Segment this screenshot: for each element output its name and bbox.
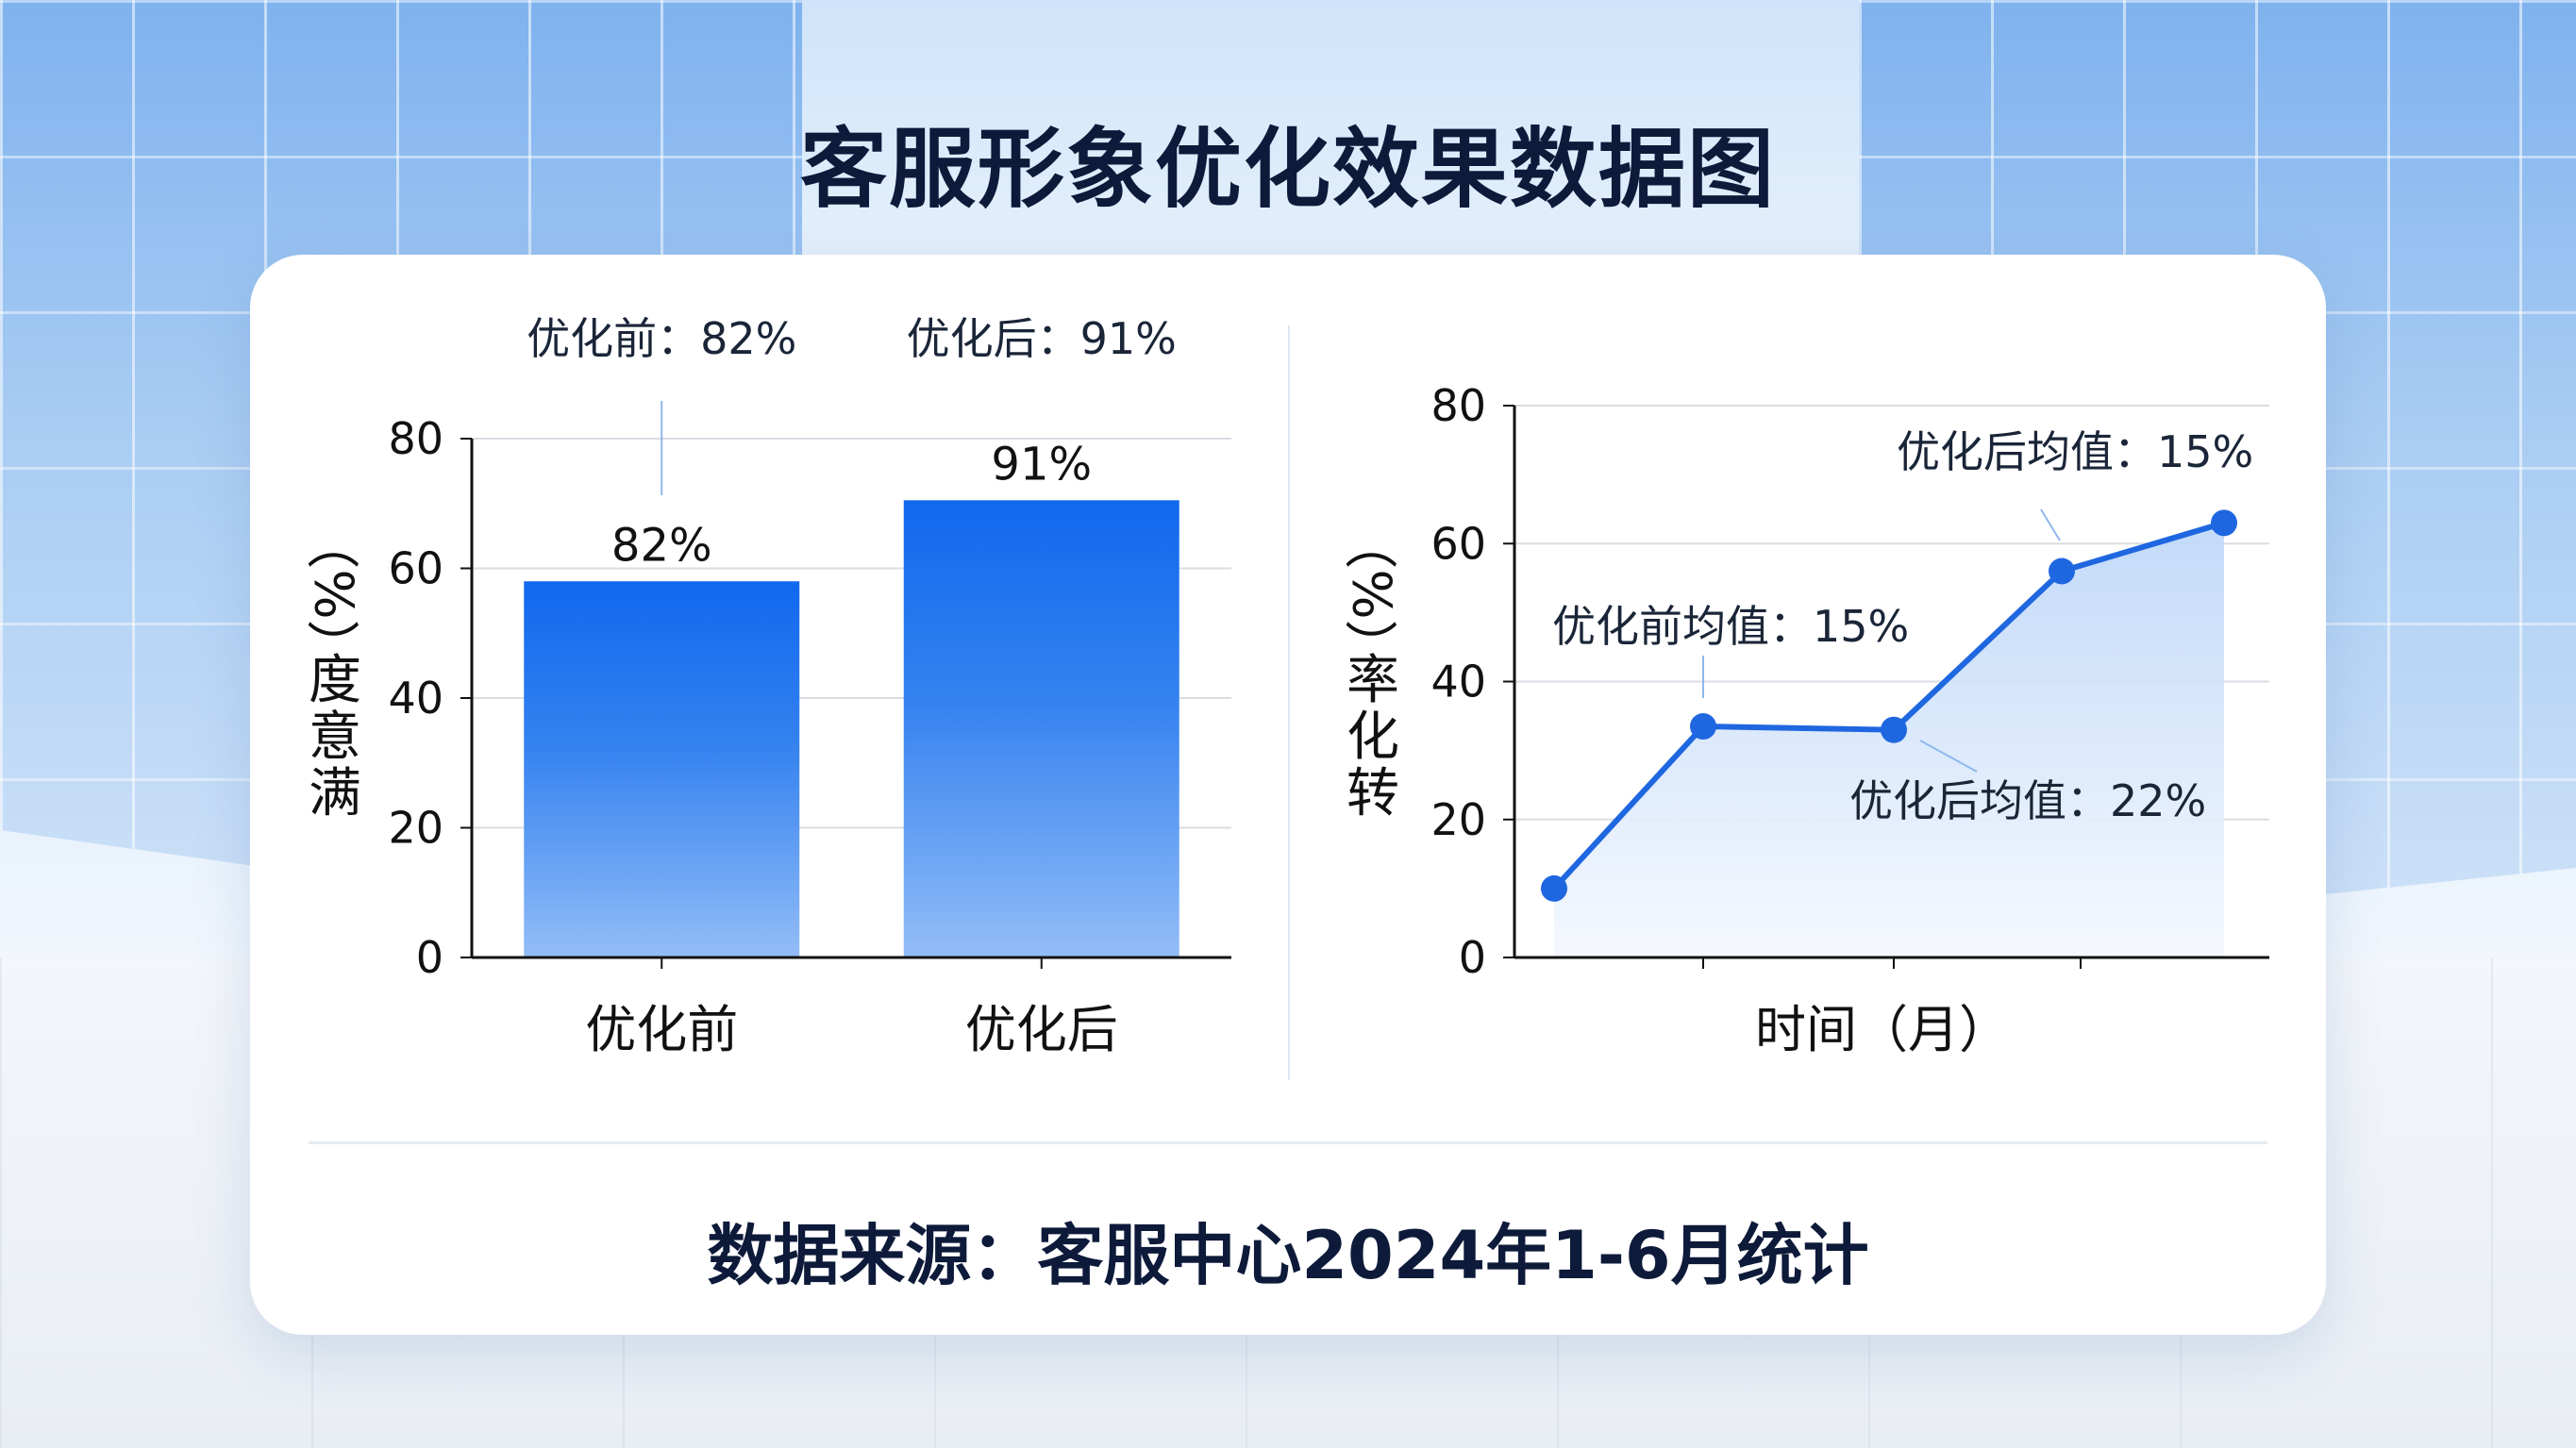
data-point (1690, 713, 1716, 741)
chart-card: 0 20 40 60 80 82% 优化前 优化前：82% 91% 优化后 优化后：91% 满意度（%… (250, 255, 2326, 1335)
svg-text:化: 化 (1347, 707, 1399, 768)
annotation-leader (2040, 508, 2061, 541)
bar (903, 500, 1179, 957)
bar-annotation: 优化后：91% (907, 313, 1177, 364)
y-axis-title: 转化率（%） (1344, 516, 1405, 824)
y-tick-label: 0 (1459, 932, 1486, 983)
line-annotation: 优化前均值：15% (1552, 601, 1909, 652)
line-annotation: 优化后均值：22% (1849, 775, 2206, 826)
bar-value-label: 91% (991, 438, 1092, 491)
bar-chart-satisfaction: 0 20 40 60 80 82% 优化前 优化前：82% 91% 优化后 优化后：91% 满意度（%… (306, 313, 1231, 1059)
y-tick-label: 0 (416, 932, 443, 983)
y-tick-label: 20 (1430, 794, 1486, 845)
svg-text:满: 满 (309, 763, 361, 824)
x-category-label: 优化前 (585, 1000, 738, 1059)
y-tick-label: 20 (388, 803, 443, 854)
panel-divider (1288, 325, 1290, 1080)
background-sky (802, 0, 1859, 283)
x-axis-title: 时间（月） (1755, 1000, 2010, 1059)
data-point (1541, 874, 1567, 902)
svg-text:度: 度 (309, 650, 361, 711)
bar (524, 581, 800, 957)
svg-text:（%）: （%） (1344, 516, 1405, 672)
page-title: 客服形象优化效果数据图 (799, 119, 1776, 220)
data-point (1881, 716, 1907, 743)
y-tick-label: 80 (1430, 380, 1486, 431)
y-tick-label: 80 (388, 413, 443, 464)
bar-annotation: 优化前：82% (527, 313, 796, 364)
svg-text:率: 率 (1347, 650, 1399, 711)
svg-text:（%）: （%） (306, 516, 367, 672)
data-point (2211, 509, 2237, 537)
x-category-label: 优化后 (965, 1000, 1118, 1059)
line-chart-conversion: 0 20 40 60 80 优化前均值：15% 优化后均值：22% 优化后均值：15% 时间（月… (1344, 380, 2269, 1059)
y-tick-label: 40 (388, 673, 443, 724)
line-annotation: 优化后均值：15% (1897, 426, 2253, 477)
svg-text:转: 转 (1347, 763, 1399, 824)
data-source-note: 数据来源：客服中心2024年1-6月统计 (707, 1217, 1869, 1294)
annotation-leader (1919, 740, 1978, 773)
data-point (2049, 558, 2075, 585)
svg-text:意: 意 (309, 707, 361, 768)
y-axis-title: 满意度（%） (306, 516, 367, 824)
y-tick-label: 40 (1430, 657, 1486, 707)
footer-divider (309, 1141, 2267, 1144)
y-tick-label: 60 (1430, 518, 1486, 569)
bar-value-label: 82% (611, 519, 712, 572)
y-tick-label: 60 (388, 543, 443, 594)
